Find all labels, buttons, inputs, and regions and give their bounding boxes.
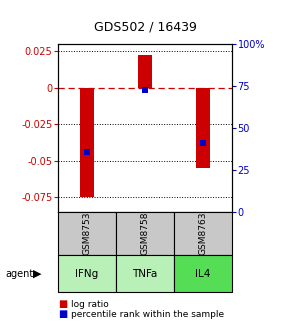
- Text: GDS502 / 16439: GDS502 / 16439: [94, 20, 196, 33]
- Text: GSM8753: GSM8753: [82, 212, 92, 255]
- Bar: [138, 55, 152, 87]
- Text: GSM8763: GSM8763: [198, 212, 208, 255]
- Text: IFNg: IFNg: [75, 269, 99, 279]
- Bar: [80, 87, 94, 197]
- Text: agent: agent: [6, 269, 34, 279]
- Text: IL4: IL4: [195, 269, 211, 279]
- Text: TNFa: TNFa: [132, 269, 158, 279]
- Text: percentile rank within the sample: percentile rank within the sample: [71, 310, 224, 319]
- Text: GSM8758: GSM8758: [140, 212, 150, 255]
- Text: ■: ■: [58, 299, 67, 309]
- Text: ■: ■: [58, 309, 67, 319]
- Text: ▶: ▶: [33, 269, 42, 279]
- Text: log ratio: log ratio: [71, 300, 109, 308]
- Bar: [196, 87, 210, 168]
